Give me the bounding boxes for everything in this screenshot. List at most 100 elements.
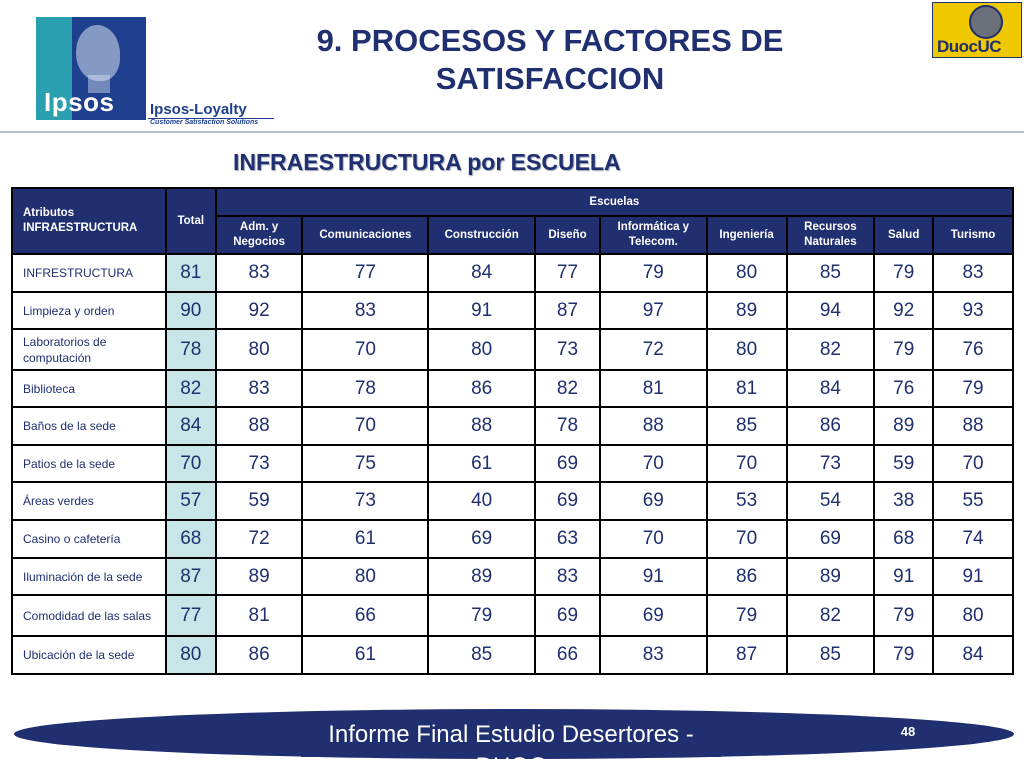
row-attribute-label: Ubicación de la sede bbox=[11, 635, 167, 675]
school-value-cell: 69 bbox=[598, 594, 708, 637]
school-value-cell: 80 bbox=[932, 594, 1014, 637]
school-value-cell: 68 bbox=[873, 519, 935, 559]
school-value-cell: 84 bbox=[932, 635, 1014, 675]
row-attribute-label: Laboratorios de computación bbox=[11, 328, 167, 371]
school-value-cell: 89 bbox=[705, 291, 788, 330]
table-row: Casino o cafetería 68 72 61 69 63 70 70 69 68 74 bbox=[11, 519, 1014, 559]
header-school: Construcción bbox=[427, 215, 537, 255]
school-value-cell: 79 bbox=[932, 369, 1014, 408]
school-value-cell: 85 bbox=[427, 635, 537, 675]
school-value-cell: 73 bbox=[301, 481, 430, 521]
school-value-cell: 69 bbox=[598, 481, 708, 521]
school-value-cell: 69 bbox=[427, 519, 537, 559]
row-total-cell: 68 bbox=[164, 519, 217, 559]
school-value-cell: 79 bbox=[873, 328, 935, 371]
table-row: Baños de la sede 84 88 70 88 78 88 85 86 89 88 bbox=[11, 406, 1014, 446]
school-value-cell: 88 bbox=[214, 406, 304, 446]
school-value-cell: 70 bbox=[598, 444, 708, 483]
school-value-cell: 70 bbox=[705, 519, 788, 559]
school-value-cell: 91 bbox=[427, 291, 537, 330]
row-total-cell: 78 bbox=[164, 328, 217, 371]
header-total: Total bbox=[164, 187, 217, 255]
school-value-cell: 91 bbox=[873, 557, 935, 596]
school-value-cell: 83 bbox=[214, 253, 304, 293]
school-value-cell: 86 bbox=[427, 369, 537, 408]
ipsos-logo: Ipsos bbox=[36, 17, 146, 120]
school-value-cell: 80 bbox=[705, 253, 788, 293]
row-attribute-label: Casino o cafetería bbox=[11, 519, 167, 559]
school-value-cell: 89 bbox=[214, 557, 304, 596]
school-value-cell: 66 bbox=[534, 635, 601, 675]
school-value-cell: 54 bbox=[785, 481, 876, 521]
school-value-cell: 83 bbox=[598, 635, 708, 675]
school-value-cell: 91 bbox=[932, 557, 1014, 596]
school-value-cell: 92 bbox=[873, 291, 935, 330]
school-value-cell: 38 bbox=[873, 481, 935, 521]
school-value-cell: 79 bbox=[705, 594, 788, 637]
header-school: Diseño bbox=[534, 215, 601, 255]
header-school: Adm. y Negocios bbox=[214, 215, 304, 255]
school-value-cell: 72 bbox=[214, 519, 304, 559]
table-body: INFRESTRUCTURA 81 83 77 84 77 79 80 85 79 83 Limpie… bbox=[11, 253, 1014, 675]
school-value-cell: 66 bbox=[301, 594, 430, 637]
ipsos-tagline-underline bbox=[148, 118, 274, 119]
school-value-cell: 83 bbox=[214, 369, 304, 408]
school-value-cell: 89 bbox=[427, 557, 537, 596]
header-school: Turismo bbox=[932, 215, 1014, 255]
footer-report-title: Informe Final Estudio Desertores - DUOC bbox=[301, 719, 721, 780]
ipsos-loyalty-subtitle: Customer Satisfaction Solutions bbox=[150, 119, 259, 126]
table-row: Iluminación de la sede 87 89 80 89 83 91 86 89 91… bbox=[11, 557, 1014, 596]
table-row: Ubicación de la sede 80 86 61 85 66 83 87 85 79 84 bbox=[11, 635, 1014, 675]
row-attribute-label: Patios de la sede bbox=[11, 444, 167, 483]
school-value-cell: 88 bbox=[932, 406, 1014, 446]
school-value-cell: 70 bbox=[301, 406, 430, 446]
duoc-logo-text: DuocUC bbox=[937, 37, 1002, 56]
school-value-cell: 69 bbox=[534, 594, 601, 637]
header-school: Salud bbox=[873, 215, 935, 255]
school-value-cell: 86 bbox=[705, 557, 788, 596]
row-total-cell: 84 bbox=[164, 406, 217, 446]
row-attribute-label: Limpieza y orden bbox=[11, 291, 167, 330]
school-value-cell: 73 bbox=[785, 444, 876, 483]
header-school: Comunicaciones bbox=[301, 215, 430, 255]
row-attribute-label: Iluminación de la sede bbox=[11, 557, 167, 596]
school-value-cell: 85 bbox=[705, 406, 788, 446]
row-total-cell: 90 bbox=[164, 291, 217, 330]
school-value-cell: 83 bbox=[534, 557, 601, 596]
school-value-cell: 61 bbox=[301, 635, 430, 675]
school-value-cell: 73 bbox=[214, 444, 304, 483]
row-total-cell: 82 bbox=[164, 369, 217, 408]
school-value-cell: 84 bbox=[785, 369, 876, 408]
row-total-cell: 81 bbox=[164, 253, 217, 293]
school-value-cell: 70 bbox=[932, 444, 1014, 483]
header-school: Recursos Naturales bbox=[785, 215, 876, 255]
school-value-cell: 40 bbox=[427, 481, 537, 521]
school-value-cell: 87 bbox=[534, 291, 601, 330]
school-value-cell: 74 bbox=[932, 519, 1014, 559]
school-value-cell: 78 bbox=[534, 406, 601, 446]
school-value-cell: 82 bbox=[534, 369, 601, 408]
school-value-cell: 86 bbox=[785, 406, 876, 446]
row-total-cell: 80 bbox=[164, 635, 217, 675]
school-value-cell: 80 bbox=[427, 328, 537, 371]
header-attributes: Atributos INFRAESTRUCTURA bbox=[11, 187, 167, 255]
duoc-seal-icon bbox=[969, 5, 1003, 39]
header-school: Informática y Telecom. bbox=[598, 215, 708, 255]
row-attribute-label: Baños de la sede bbox=[11, 406, 167, 446]
school-value-cell: 61 bbox=[301, 519, 430, 559]
school-value-cell: 83 bbox=[932, 253, 1014, 293]
school-value-cell: 69 bbox=[534, 444, 601, 483]
school-value-cell: 55 bbox=[932, 481, 1014, 521]
ipsos-logo-head-icon bbox=[76, 25, 120, 81]
school-value-cell: 85 bbox=[785, 635, 876, 675]
ipsos-logo-stripe bbox=[36, 17, 72, 120]
school-value-cell: 77 bbox=[534, 253, 601, 293]
page-number: 48 bbox=[900, 724, 916, 739]
ipsos-logo-neck bbox=[88, 75, 110, 93]
school-value-cell: 89 bbox=[785, 557, 876, 596]
school-value-cell: 70 bbox=[705, 444, 788, 483]
school-value-cell: 78 bbox=[301, 369, 430, 408]
school-value-cell: 85 bbox=[785, 253, 876, 293]
school-value-cell: 81 bbox=[705, 369, 788, 408]
school-value-cell: 61 bbox=[427, 444, 537, 483]
